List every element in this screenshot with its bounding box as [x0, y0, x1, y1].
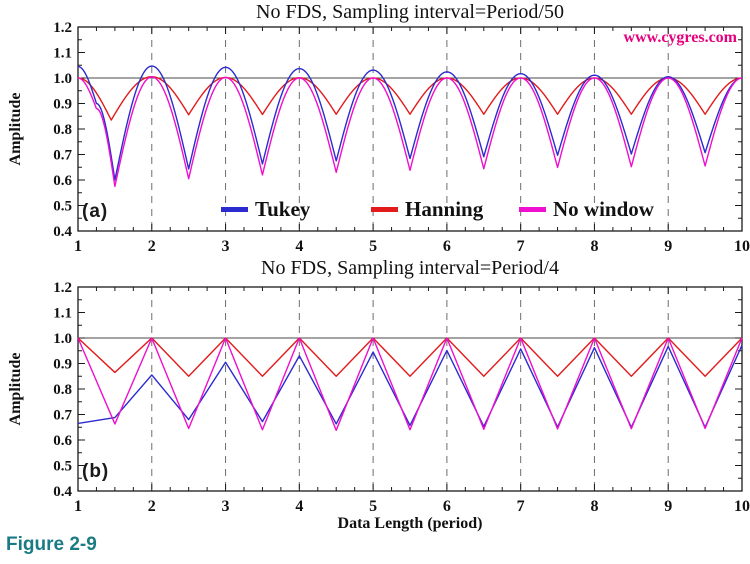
y-tick-label: 0.5: [53, 199, 72, 215]
chart-b-plot: 1 2 3 4 5 6 7 8 9 10 0.4 0.5 0.6 0.7 0.8 0.9 1.0 1.1 1.2: [53, 280, 750, 515]
legend-item-tukey: Tukey: [221, 195, 310, 223]
x-tick-label: 1: [74, 498, 82, 515]
y-tick-label: 1.1: [53, 46, 72, 62]
x-tick-label: 5: [369, 498, 377, 515]
x-tick-label: 7: [517, 498, 525, 515]
hanning-line-swatch: [371, 206, 398, 212]
no-window-curve: [77, 337, 743, 432]
x-tick-label: 2: [148, 238, 156, 255]
y-tick-label: 0.4: [53, 224, 72, 240]
legend-item-no-window: No window: [519, 195, 654, 223]
chart-a-panel-label: (a): [82, 201, 109, 222]
x-tick-label: 9: [664, 498, 672, 515]
x-tick-label: 6: [443, 238, 451, 255]
y-tick-label: 1.2: [53, 280, 72, 296]
y-tick-label: 0.7: [53, 148, 72, 164]
y-tick-label: 0.5: [53, 459, 72, 475]
chart-a-plot: 1 2 3 4 5 6 7 8 9 10 0.4 0.5 0.6 0.7 0.8 0.9 1.0 1.1 1.2: [53, 20, 750, 255]
chart-b-ylabel: Amplitude: [7, 352, 24, 426]
no-window-curve: [77, 76, 743, 188]
x-tick-label: 4: [295, 498, 303, 515]
y-tick-label: 0.9: [53, 97, 72, 113]
x-tick-label: 5: [369, 238, 377, 255]
tukey-curve: [77, 65, 743, 181]
tukey-curve: [77, 344, 743, 428]
y-tick-label: 0.6: [53, 173, 72, 189]
x-axis-title: Data Length (period): [337, 515, 483, 532]
hanning-curve: [77, 76, 743, 121]
x-tick-label: 10: [734, 238, 750, 255]
y-tick-label: 1.2: [53, 20, 72, 36]
x-tick-label: 4: [295, 238, 303, 255]
legend-item-hanning: Hanning: [371, 195, 483, 223]
chart-b-title: No FDS, Sampling interval=Period/4: [261, 257, 559, 279]
tukey-line-swatch: [221, 206, 248, 212]
x-tick-label: 3: [222, 238, 230, 255]
y-tick-label: 0.6: [53, 433, 72, 449]
chart-a-title: No FDS, Sampling interval=Period/50: [256, 1, 564, 23]
figure-caption: Figure 2-9: [6, 534, 97, 555]
x-tick-label: 10: [734, 498, 750, 515]
y-tick-label: 0.7: [53, 408, 72, 424]
no-window-line-swatch: [519, 206, 546, 212]
legend-label-tukey: Tukey: [255, 196, 311, 221]
x-tick-label: 1: [74, 238, 82, 255]
watermark-link[interactable]: www.cygres.com: [623, 29, 737, 46]
x-tick-label: 7: [517, 238, 525, 255]
y-tick-label: 1.0: [53, 331, 72, 347]
plot-border: [77, 286, 743, 492]
legend-label-hanning: Hanning: [405, 196, 484, 221]
x-tick-label: 3: [222, 498, 230, 515]
chart-a-ylabel: Amplitude: [7, 92, 24, 166]
x-tick-label: 8: [590, 498, 598, 515]
x-tick-label: 8: [590, 238, 598, 255]
x-tick-label: 6: [443, 498, 451, 515]
chart-b-panel-label: (b): [82, 461, 110, 482]
y-tick-label: 0.9: [53, 357, 72, 373]
y-tick-label: 1.1: [53, 306, 72, 322]
x-tick-label: 9: [664, 238, 672, 255]
y-tick-label: 0.4: [53, 484, 72, 500]
hanning-curve: [77, 337, 743, 377]
y-tick-label: 1.0: [53, 71, 72, 87]
y-tick-label: 0.8: [53, 122, 72, 138]
legend-label-no-window: No window: [553, 196, 654, 221]
y-tick-label: 0.8: [53, 382, 72, 398]
x-tick-label: 2: [148, 498, 156, 515]
